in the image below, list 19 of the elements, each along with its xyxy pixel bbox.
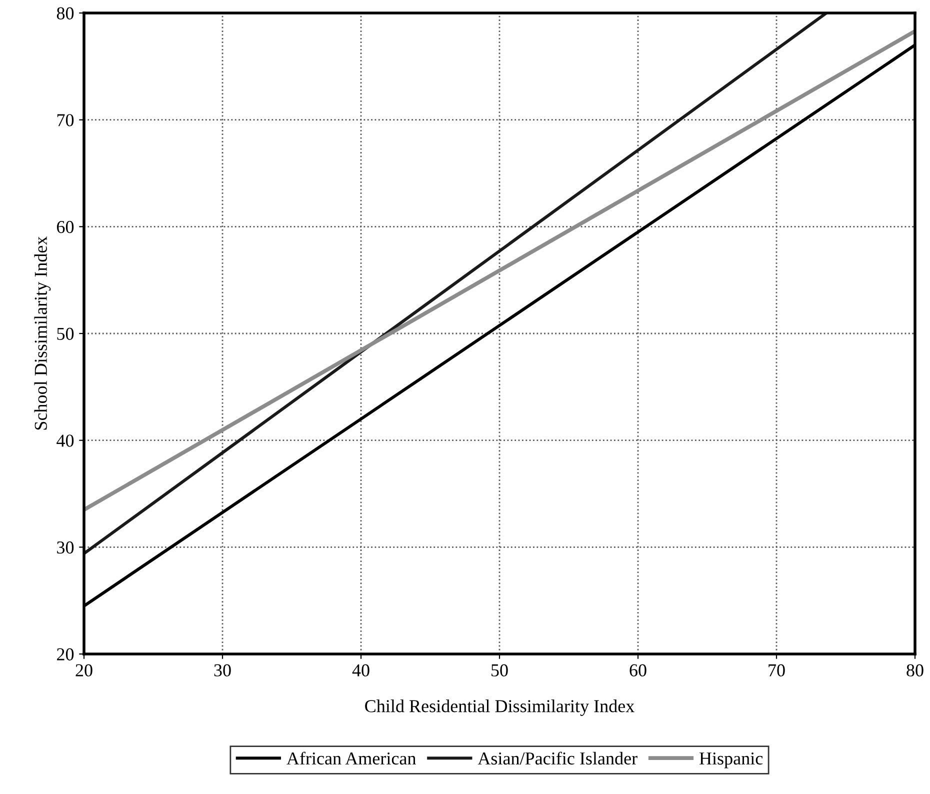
x-tick-label: 60 bbox=[630, 664, 646, 676]
y-tick-label: 50 bbox=[57, 328, 74, 340]
x-axis-title: Child Residential Dissimilarity Index bbox=[365, 700, 634, 716]
legend-label: Asian/Pacific Islander bbox=[478, 752, 638, 765]
x-tick-label: 20 bbox=[76, 664, 92, 676]
y-tick-label: 20 bbox=[57, 648, 74, 660]
x-tick-label: 40 bbox=[352, 664, 370, 676]
y-axis-title: School Dissimilarity Index bbox=[34, 236, 51, 430]
y-tick-label: 70 bbox=[57, 114, 74, 126]
x-tick-label: 80 bbox=[906, 664, 924, 676]
x-tick-label: 50 bbox=[492, 664, 508, 676]
y-tick-label: 80 bbox=[56, 7, 74, 20]
y-tick-label: 60 bbox=[57, 220, 74, 234]
x-tick-label: 30 bbox=[214, 664, 231, 676]
legend-label: Hispanic bbox=[699, 752, 763, 768]
x-tick-label: 70 bbox=[768, 664, 785, 676]
y-tick-label: 40 bbox=[56, 434, 74, 447]
legend-label: African American bbox=[286, 752, 416, 765]
y-tick-label: 30 bbox=[57, 541, 74, 554]
